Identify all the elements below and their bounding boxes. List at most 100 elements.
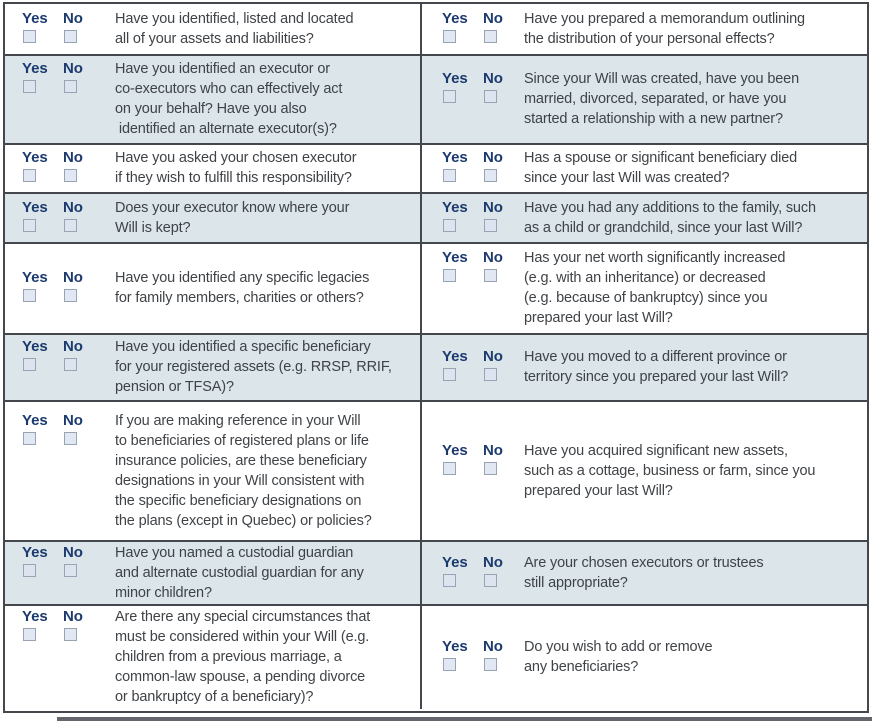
no-label: No [483, 198, 503, 216]
question-text: Has your net worth significantly increas… [524, 250, 786, 326]
question-text: Have you asked your chosen executor if t… [115, 150, 357, 186]
no-option: No [63, 338, 104, 371]
no-option: No [483, 348, 524, 381]
yes-option: Yes [22, 338, 63, 371]
yes-checkbox[interactable] [23, 628, 36, 641]
no-checkbox[interactable] [484, 169, 497, 182]
no-checkbox[interactable] [484, 90, 497, 103]
yes-label: Yes [442, 149, 468, 166]
no-option: No [63, 608, 104, 641]
checklist-row: Yes No Are there any special circumstanc… [5, 604, 867, 709]
checklist-cell: Yes No Have you identified, listed and l… [5, 4, 420, 54]
no-checkbox[interactable] [484, 218, 497, 232]
yes-label: Yes [22, 608, 48, 625]
yes-option: Yes [442, 70, 483, 103]
no-label: No [63, 9, 83, 27]
question-text: Have you prepared a memorandum outlining… [524, 10, 805, 47]
no-option: No [483, 442, 524, 475]
yes-option: Yes [442, 638, 483, 671]
checklist-row: Yes No Have you identified a specific be… [5, 333, 867, 400]
yes-checkbox[interactable] [443, 573, 456, 587]
question-text: Since your Will was created, have you be… [524, 71, 799, 127]
yes-checkbox[interactable] [23, 289, 36, 302]
question-text: Have you identified an executor or co-ex… [115, 61, 343, 137]
no-option: No [483, 70, 524, 103]
yes-checkbox[interactable] [443, 461, 456, 475]
yes-option: Yes [22, 10, 63, 43]
yes-label: Yes [442, 249, 468, 266]
yes-checkbox[interactable] [443, 269, 456, 282]
yes-label: Yes [442, 553, 468, 571]
no-option: No [63, 544, 104, 577]
yes-checkbox[interactable] [23, 29, 36, 43]
checklist-row: Yes No Have you identified any specific … [5, 242, 867, 333]
question-text: If you are making reference in your Will… [115, 412, 372, 529]
yes-label: Yes [442, 70, 468, 87]
no-checkbox[interactable] [484, 658, 497, 671]
will-checklist-table: Yes No Have you identified, listed and l… [3, 2, 869, 713]
no-option: No [483, 249, 524, 282]
question-text: Have you named a custodial guardian and … [115, 544, 364, 601]
yes-option: Yes [22, 544, 63, 577]
no-checkbox[interactable] [64, 431, 77, 445]
no-checkbox[interactable] [64, 628, 77, 641]
checklist-cell: Yes No Have you asked your chosen execut… [5, 145, 420, 192]
no-checkbox[interactable] [64, 358, 77, 371]
yes-label: Yes [22, 338, 48, 355]
no-label: No [63, 338, 83, 355]
yes-option: Yes [22, 149, 63, 182]
no-label: No [483, 553, 503, 571]
no-checkbox[interactable] [484, 368, 497, 381]
no-checkbox[interactable] [484, 269, 497, 282]
question-text: Have you identified, listed and located … [115, 10, 354, 47]
no-option: No [63, 10, 104, 43]
yes-checkbox[interactable] [23, 169, 36, 182]
yes-option: Yes [22, 60, 63, 93]
yes-checkbox[interactable] [23, 80, 36, 93]
no-label: No [63, 411, 83, 429]
no-label: No [63, 149, 83, 166]
yes-label: Yes [442, 441, 468, 459]
no-checkbox[interactable] [484, 29, 497, 43]
question-text: Have you moved to a different province o… [524, 349, 789, 385]
checklist-row: Yes No If you are making reference in yo… [5, 400, 867, 540]
no-checkbox[interactable] [64, 169, 77, 182]
yes-checkbox[interactable] [443, 368, 456, 381]
yes-checkbox[interactable] [443, 29, 456, 43]
yes-checkbox[interactable] [443, 169, 456, 182]
no-checkbox[interactable] [64, 289, 77, 302]
yes-checkbox[interactable] [23, 431, 36, 445]
no-checkbox[interactable] [64, 80, 77, 93]
no-option: No [63, 149, 104, 182]
page-footer-rule [57, 717, 872, 721]
question-text: Have you identified any specific legacie… [115, 270, 370, 306]
yes-option: Yes [442, 442, 483, 475]
yes-checkbox[interactable] [23, 563, 36, 577]
no-checkbox[interactable] [64, 563, 77, 577]
yes-option: Yes [442, 10, 483, 43]
yes-label: Yes [22, 149, 48, 166]
checklist-cell: Yes No Have you had any additions to the… [420, 194, 867, 242]
no-checkbox[interactable] [484, 461, 497, 475]
no-checkbox[interactable] [64, 218, 77, 232]
yes-checkbox[interactable] [23, 218, 36, 232]
checklist-cell: Yes No Has your net worth significantly … [420, 244, 867, 333]
yes-checkbox[interactable] [443, 90, 456, 103]
yes-option: Yes [442, 149, 483, 182]
yes-checkbox[interactable] [443, 218, 456, 232]
no-option: No [483, 149, 524, 182]
no-checkbox[interactable] [484, 573, 497, 587]
no-checkbox[interactable] [64, 29, 77, 43]
checklist-cell: Yes No Have you moved to a different pro… [420, 335, 867, 400]
no-option: No [63, 199, 104, 232]
yes-checkbox[interactable] [23, 358, 36, 371]
no-option: No [483, 10, 524, 43]
checklist-cell: Yes No Do you wish to add or remove any … [420, 606, 867, 709]
checklist-cell: Yes No Have you identified any specific … [5, 244, 420, 333]
no-label: No [483, 70, 503, 87]
no-label: No [483, 441, 503, 459]
yes-label: Yes [22, 9, 48, 27]
yes-checkbox[interactable] [443, 658, 456, 671]
yes-label: Yes [442, 638, 468, 655]
